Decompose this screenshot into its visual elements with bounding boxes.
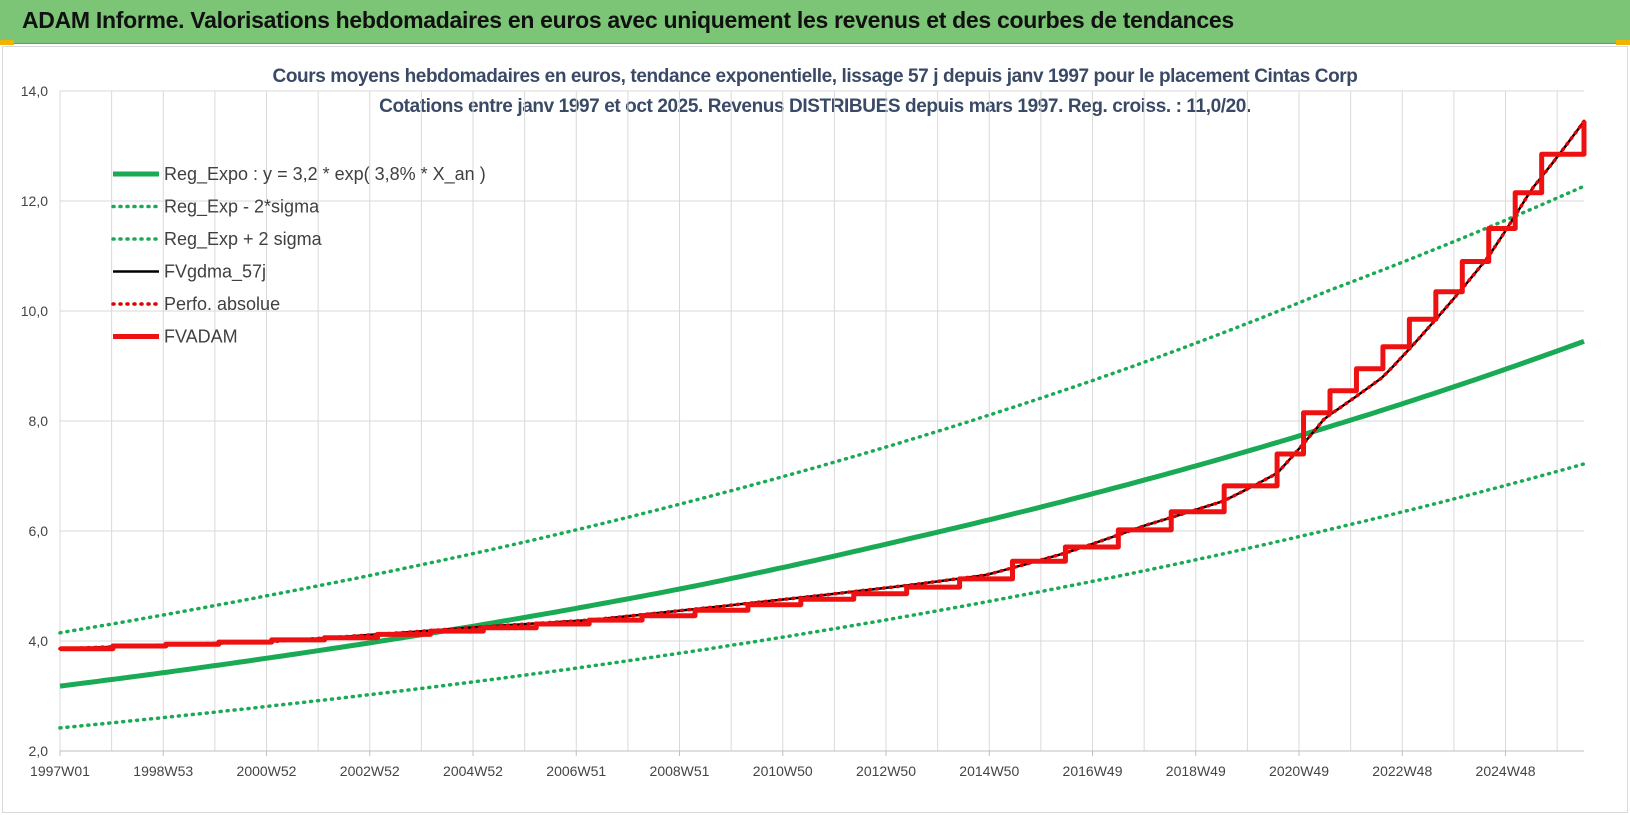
chart-title: Cours moyens hebdomadaires en euros, ten…	[272, 66, 1358, 87]
y-tick-label: 14,0	[21, 83, 48, 99]
legend-label: FVADAM	[164, 327, 238, 347]
trend-line	[59, 338, 1585, 689]
x-tick-label: 2002W52	[340, 763, 400, 779]
x-tick-label: 2012W50	[856, 763, 916, 779]
legend-label: Reg_Exp - 2*sigma	[164, 197, 320, 218]
x-tick-label: 1997W01	[30, 763, 90, 779]
legend-label: Reg_Exp + 2 sigma	[164, 229, 323, 250]
y-axis-ticks: 2,0 4,0 6,0 8,0 10,0 12,0 14,0	[21, 83, 48, 759]
legend-label: Perfo. absolue	[164, 294, 280, 314]
page-title: ADAM Informe. Valorisations hebdomadaire…	[22, 7, 1234, 33]
upper-band-line	[58, 184, 1586, 635]
x-axis-ticks: 1997W01 1998W53 2000W52 2002W52 2004W52 2006W…	[30, 751, 1536, 779]
x-tick-label: 2006W51	[546, 763, 606, 779]
y-tick-label: 6,0	[29, 523, 49, 539]
x-tick-label: 2020W49	[1269, 763, 1329, 779]
lower-band-line	[58, 462, 1586, 730]
chart-subtitle: Cotations entre janv 1997 et oct 2025. R…	[379, 96, 1251, 117]
y-tick-label: 10,0	[21, 303, 48, 319]
chart-legend: Reg_Expo : y = 3,2 * exp( 3,8% * X_an ) R…	[111, 164, 486, 347]
x-tick-label: 2024W48	[1476, 763, 1536, 779]
x-tick-label: 2010W50	[753, 763, 813, 779]
corner-marker-right	[1616, 40, 1630, 45]
chart-series	[58, 119, 1587, 730]
y-tick-label: 8,0	[29, 413, 49, 429]
x-tick-label: 1998W53	[133, 763, 193, 779]
corner-marker-left	[0, 40, 14, 45]
header-banner: ADAM Informe. Valorisations hebdomadaire…	[0, 0, 1630, 44]
x-tick-label: 2014W50	[959, 763, 1019, 779]
x-tick-label: 2018W49	[1166, 763, 1226, 779]
x-tick-label: 2000W52	[237, 763, 297, 779]
y-tick-label: 12,0	[21, 193, 48, 209]
legend-label: FVgdma_57j	[164, 262, 266, 283]
x-tick-label: 2016W49	[1063, 763, 1123, 779]
x-tick-label: 2008W51	[650, 763, 710, 779]
x-tick-label: 2004W52	[443, 763, 503, 779]
x-tick-label: 2022W48	[1372, 763, 1432, 779]
y-tick-label: 2,0	[29, 743, 49, 759]
y-tick-label: 4,0	[29, 633, 49, 649]
chart-frame	[2, 46, 1628, 813]
legend-label: Reg_Expo : y = 3,2 * exp( 3,8% * X_an )	[164, 164, 486, 185]
adam-step-line	[60, 121, 1587, 652]
